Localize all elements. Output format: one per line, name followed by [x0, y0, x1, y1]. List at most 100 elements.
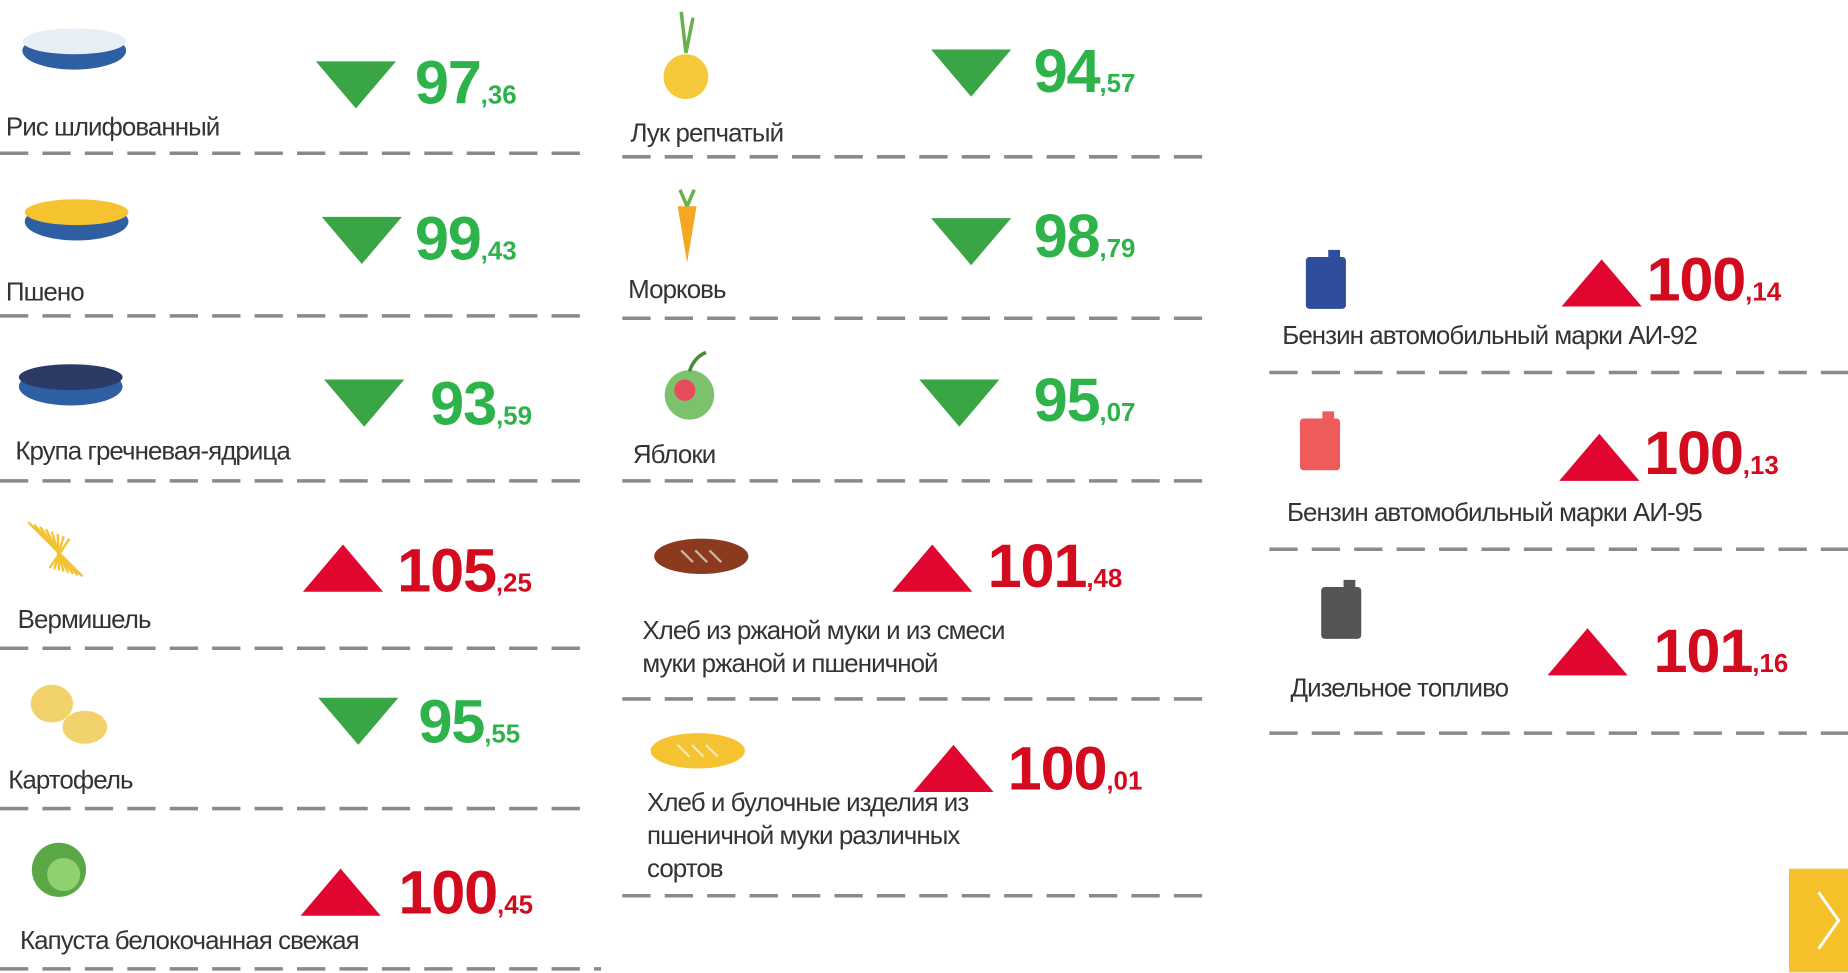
- icon-part: [687, 350, 707, 372]
- icon: [677, 189, 697, 263]
- index-int: 100: [1646, 246, 1745, 314]
- item-name: Бензин автомобильный марки АИ-92: [1282, 322, 1697, 350]
- index-value: 100,01: [1008, 735, 1143, 803]
- icon-part: [663, 54, 709, 100]
- index-value: 98,79: [1034, 202, 1136, 270]
- index-frac: ,14: [1745, 279, 1782, 307]
- item-name: муки ржаной и пшеничной: [642, 650, 937, 678]
- item-name: Пшено: [6, 279, 84, 307]
- index-int: 101: [988, 532, 1087, 600]
- icon-part: [22, 28, 127, 55]
- trend-triangle: [931, 49, 1012, 97]
- index-frac: ,13: [1743, 452, 1779, 480]
- item-name: Рис шлифованный: [6, 114, 219, 142]
- index-frac: ,57: [1099, 70, 1135, 98]
- next-button[interactable]: [1789, 868, 1848, 973]
- icon: [1321, 579, 1362, 639]
- index-frac: ,48: [1086, 565, 1122, 593]
- index-value: 99,43: [415, 204, 517, 272]
- icon-part: [1299, 418, 1341, 471]
- item-name: Бензин автомобильный марки АИ-95: [1287, 499, 1702, 527]
- index-int: 94: [1034, 37, 1101, 105]
- index-frac: ,43: [481, 237, 517, 265]
- index-value: 101,16: [1654, 617, 1789, 685]
- icon-part: [1343, 579, 1356, 589]
- icon-part: [705, 744, 719, 758]
- index-frac: ,01: [1106, 768, 1142, 796]
- trend-triangle: [1559, 433, 1640, 481]
- icon-part: [48, 537, 71, 569]
- index-int: 95: [418, 688, 484, 756]
- index-int: 97: [415, 49, 481, 117]
- index-int: 105: [397, 537, 496, 605]
- icon: [654, 538, 749, 575]
- icon-part: [677, 206, 697, 263]
- index-frac: ,55: [484, 721, 520, 749]
- item-name: Лук репчатый: [631, 119, 784, 147]
- icon-part: [690, 744, 705, 758]
- index-value: 100,14: [1646, 246, 1781, 314]
- index-int: 101: [1654, 617, 1753, 685]
- index-value: 94,57: [1034, 37, 1136, 105]
- item-name: Крупа гречневая-ядрица: [15, 438, 291, 466]
- index-value: 95,55: [418, 688, 520, 756]
- icon-part: [1321, 586, 1362, 639]
- index-int: 99: [415, 204, 481, 272]
- index-frac: ,07: [1099, 399, 1135, 427]
- icon: [31, 842, 87, 897]
- icon: [1299, 411, 1341, 471]
- icon-part: [18, 364, 123, 391]
- index-value: 95,07: [1034, 366, 1136, 434]
- index-value: 101,48: [988, 532, 1123, 600]
- icon-part: [1305, 256, 1346, 309]
- item-name: Хлеб и булочные изделия из: [647, 789, 968, 817]
- trend-triangle: [1547, 628, 1628, 676]
- icon-part: [674, 379, 696, 401]
- trend-triangle: [321, 216, 402, 265]
- trend-triangle: [919, 379, 1000, 427]
- index-frac: ,16: [1752, 650, 1788, 678]
- item-name: Хлеб из ржаной муки и из смеси: [642, 617, 1004, 645]
- trend-triangle: [913, 744, 994, 793]
- index-value: 100,13: [1644, 419, 1779, 487]
- item-name: сортов: [647, 855, 723, 883]
- trend-triangle: [1561, 259, 1642, 307]
- icon-part: [694, 549, 708, 564]
- index-frac: ,36: [481, 82, 517, 110]
- index-value: 105,25: [397, 537, 532, 605]
- icon-part: [24, 199, 129, 226]
- icon-part: [30, 684, 74, 723]
- trend-triangle: [315, 61, 396, 109]
- trend-triangle: [318, 697, 399, 745]
- index-value: 93,59: [430, 369, 532, 437]
- item-name: Вермишель: [18, 606, 151, 634]
- trend-triangle: [892, 544, 973, 592]
- index-int: 100: [1008, 735, 1107, 803]
- icon: [664, 350, 715, 420]
- icon: [663, 11, 709, 100]
- icon-part: [676, 744, 691, 758]
- index-value: 100,45: [398, 858, 533, 926]
- item-name: Картофель: [8, 767, 133, 795]
- icon: [22, 28, 127, 70]
- icon-part: [62, 710, 108, 744]
- trend-triangle: [302, 544, 384, 592]
- icon-part: [678, 189, 696, 207]
- icon: [27, 521, 84, 578]
- index-frac: ,59: [496, 402, 532, 430]
- icon-part: [708, 549, 723, 564]
- trend-triangle: [931, 218, 1012, 266]
- icon-part: [679, 11, 695, 54]
- index-value: 97,36: [415, 49, 517, 117]
- chevron-icon[interactable]: [1817, 891, 1841, 950]
- index-int: 98: [1034, 202, 1100, 270]
- item-name: пшеничной муки различных: [647, 822, 960, 850]
- index-int: 100: [398, 858, 497, 926]
- trend-triangle: [324, 379, 405, 427]
- icon-part: [1322, 411, 1335, 420]
- icon-part: [680, 549, 694, 564]
- index-frac: ,79: [1099, 235, 1135, 263]
- index-int: 100: [1644, 419, 1743, 487]
- icon: [650, 733, 745, 769]
